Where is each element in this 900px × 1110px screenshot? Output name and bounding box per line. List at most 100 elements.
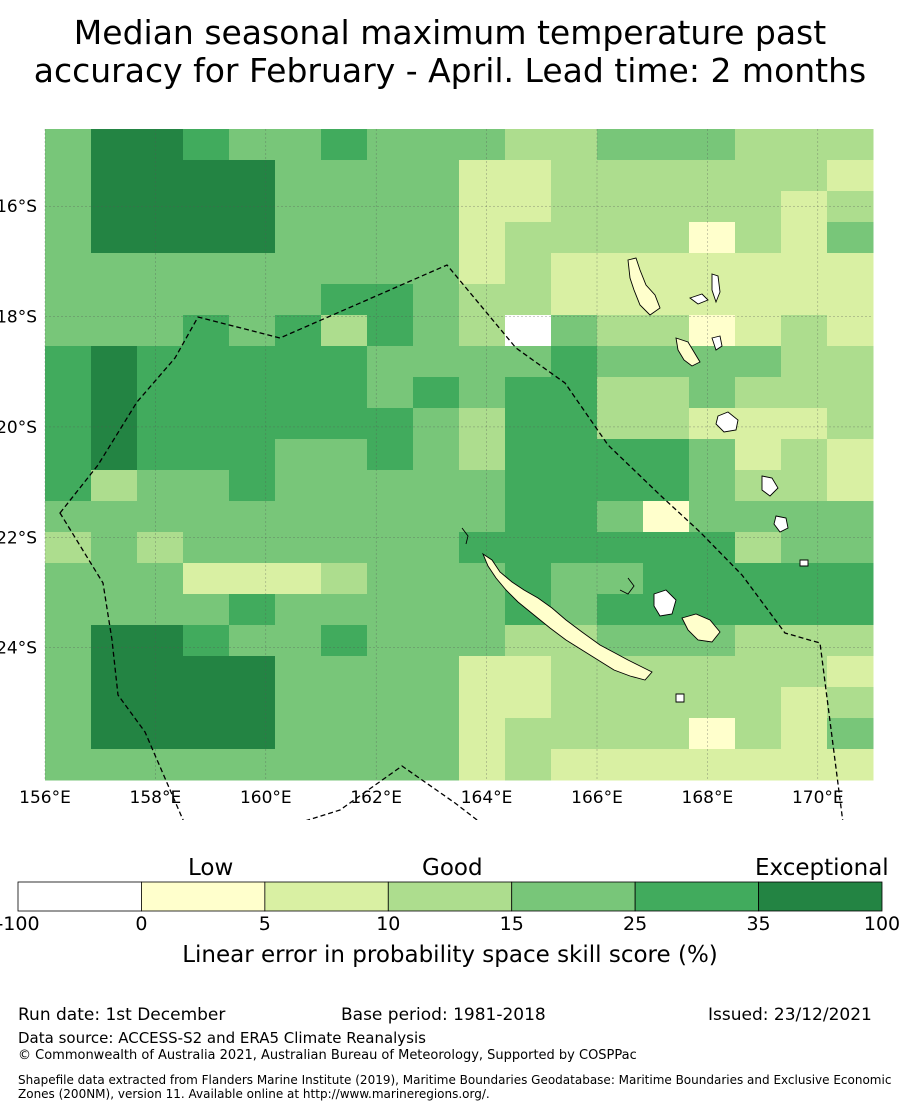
skill-cell <box>597 501 644 533</box>
skill-cell <box>45 718 92 750</box>
skill-cell <box>459 222 506 254</box>
skill-cell <box>505 129 552 161</box>
skill-cell <box>505 222 552 254</box>
skill-cell <box>459 253 506 285</box>
skill-cell <box>459 501 506 533</box>
colorbar <box>17 881 883 912</box>
skill-cell <box>689 687 736 719</box>
skill-cell <box>551 470 598 502</box>
skill-cell <box>735 656 782 688</box>
skill-cell <box>459 749 506 781</box>
skill-cell <box>183 222 230 254</box>
skill-cell <box>413 160 460 192</box>
skill-cell <box>459 594 506 626</box>
belep-coastline <box>461 527 469 545</box>
skill-cell <box>229 594 276 626</box>
skill-cell <box>275 222 322 254</box>
colorbar-segment <box>758 881 883 912</box>
skill-cell <box>781 315 828 347</box>
skill-cell <box>551 687 598 719</box>
skill-cell <box>459 160 506 192</box>
skill-cell <box>229 532 276 564</box>
skill-cell <box>643 222 690 254</box>
skill-cell <box>367 470 414 502</box>
skill-cell <box>505 656 552 688</box>
skill-cell <box>827 346 874 378</box>
skill-cell <box>597 687 644 719</box>
skill-cell <box>413 594 460 626</box>
skill-cell <box>827 718 874 750</box>
skill-cell <box>367 718 414 750</box>
loyalty-lifou-coastline <box>681 613 721 643</box>
skill-cell <box>137 594 184 626</box>
graticule <box>44 129 873 780</box>
skill-cell <box>91 439 138 471</box>
skill-cell <box>643 718 690 750</box>
skill-cell <box>91 687 138 719</box>
skill-cell <box>183 656 230 688</box>
latitude-label: 18°S <box>0 308 37 328</box>
skill-cell <box>643 129 690 161</box>
skill-cell <box>91 129 138 161</box>
skill-cell <box>45 470 92 502</box>
skill-cell <box>275 656 322 688</box>
epi-coastline <box>711 335 723 351</box>
skill-cell <box>229 160 276 192</box>
colorbar-tick-label: 5 <box>258 913 271 935</box>
skill-cell <box>275 470 322 502</box>
skill-cell <box>229 470 276 502</box>
skill-cell <box>137 315 184 347</box>
skill-cell <box>367 501 414 533</box>
longitude-label: 166°E <box>571 788 623 808</box>
skill-cell <box>551 563 598 595</box>
skill-cell <box>827 439 874 471</box>
skill-cell <box>321 129 368 161</box>
colorbar-segment <box>387 881 513 912</box>
longitude-label: 160°E <box>240 788 292 808</box>
skill-cell <box>551 501 598 533</box>
ambae-coastline <box>689 293 709 305</box>
espiritu-santo-coastline <box>627 257 661 316</box>
skill-cell <box>321 315 368 347</box>
skill-cell <box>91 346 138 378</box>
skill-cell <box>827 377 874 409</box>
skill-cell <box>229 222 276 254</box>
skill-cell <box>551 284 598 316</box>
colorbar-tick-label: 100 <box>863 913 900 935</box>
skill-cell <box>137 749 184 781</box>
skill-cell <box>229 253 276 285</box>
skill-cell <box>45 191 92 223</box>
skill-cell <box>137 470 184 502</box>
skill-cell <box>275 408 322 440</box>
skill-cell <box>137 532 184 564</box>
shapefile-credit-2: Zones (200NM), version 11. Available onl… <box>18 1087 490 1101</box>
skill-cell <box>367 315 414 347</box>
skill-cell <box>413 718 460 750</box>
skill-cell <box>137 160 184 192</box>
skill-cell <box>597 408 644 440</box>
skill-cell <box>137 687 184 719</box>
skill-cell <box>275 160 322 192</box>
skill-cell <box>45 253 92 285</box>
skill-cell <box>643 253 690 285</box>
skill-cell <box>413 191 460 223</box>
skill-cell <box>367 160 414 192</box>
skill-cell <box>689 470 736 502</box>
skill-cell <box>735 253 782 285</box>
skill-cell <box>827 315 874 347</box>
skill-cell <box>827 656 874 688</box>
skill-cell <box>827 470 874 502</box>
skill-cell <box>367 563 414 595</box>
skill-cell <box>183 501 230 533</box>
skill-cell <box>321 625 368 657</box>
skill-cell <box>643 532 690 564</box>
skill-cell <box>597 439 644 471</box>
skill-cell <box>321 532 368 564</box>
skill-cell <box>597 191 644 223</box>
skill-cell <box>781 594 828 626</box>
skill-cell <box>321 439 368 471</box>
skill-cell <box>229 656 276 688</box>
colorbar-label-low: Low <box>188 855 234 881</box>
colorbar-tick-label: 25 <box>623 913 648 935</box>
skill-cell <box>367 439 414 471</box>
